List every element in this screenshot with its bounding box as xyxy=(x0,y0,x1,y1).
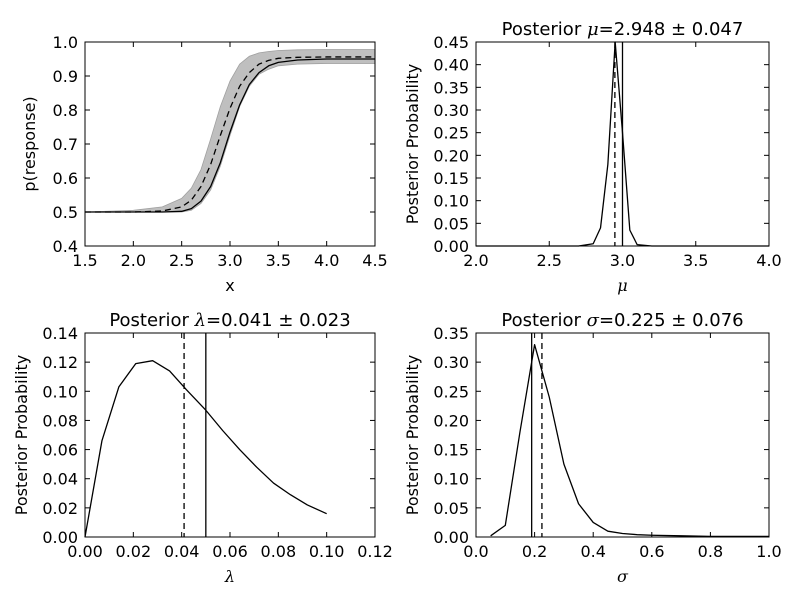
lambda-x-tick-label: 0.04 xyxy=(164,542,200,561)
response-y-tick-label: 0.7 xyxy=(53,135,78,154)
response-x-tick-label: 4.5 xyxy=(362,251,387,270)
response-y-axis-label: p(response) xyxy=(20,96,39,191)
response-axes-frame xyxy=(84,41,376,247)
response-x-tick-label: 3.0 xyxy=(217,251,242,270)
mu-y-tick-label: 0.00 xyxy=(433,237,469,256)
sigma-x-tick-label: 0.2 xyxy=(522,542,547,561)
lambda-y-tick-label: 0.06 xyxy=(42,441,78,460)
lambda-x-tick-label: 0.08 xyxy=(261,542,297,561)
response-y-tick-label: 0.8 xyxy=(53,101,78,120)
lambda-x-axis-label: λ xyxy=(224,567,235,586)
sigma-x-tick-label: 0.8 xyxy=(698,542,723,561)
sigma-y-tick-label: 0.15 xyxy=(433,441,469,460)
title-symbol: λ xyxy=(194,310,206,331)
lambda-y-tick-label: 0.04 xyxy=(42,470,78,489)
response-series-solid-line xyxy=(85,58,375,213)
mu-y-tick-label: 0.40 xyxy=(433,56,469,75)
sigma-x-tick-label: 1.0 xyxy=(756,542,781,561)
title-value: =2.948 ± 0.047 xyxy=(599,19,744,40)
title-symbol: σ xyxy=(587,310,600,331)
panel-response-curve: 1.5 2.0 2.5 3.0 3.5 4.0 4.5 0.4 0.5 0.6 0.7 0.8 0.9 1… xyxy=(20,33,388,295)
sigma-y-axis-label: Posterior Probability xyxy=(403,355,422,515)
sigma-x-tick-label: 0.6 xyxy=(639,542,664,561)
mu-x-tick-label: 2.5 xyxy=(537,251,562,270)
response-x-tick-label: 4.0 xyxy=(314,251,339,270)
sigma-y-tick-label: 0.30 xyxy=(433,353,469,372)
mu-y-tick-label: 0.15 xyxy=(433,169,469,188)
sigma-axes-frame xyxy=(475,332,770,538)
title-prefix: Posterior xyxy=(502,19,587,40)
response-x-tick-label: 1.5 xyxy=(72,251,97,270)
mu-y-tick-label: 0.30 xyxy=(433,101,469,120)
lambda-chart-title: Posterior λ=0.041 ± 0.023 xyxy=(109,310,350,331)
sigma-y-tick-label: 0.05 xyxy=(433,499,469,518)
sigma-y-tick-label: 0.20 xyxy=(433,411,469,430)
mu-chart-title: Posterior μ=2.948 ± 0.047 xyxy=(502,19,744,40)
mu-y-tick-label: 0.25 xyxy=(433,124,469,143)
sigma-y-tick-label: 0.35 xyxy=(433,324,469,343)
title-prefix: Posterior xyxy=(501,310,586,331)
mu-y-tick-label: 0.45 xyxy=(433,33,469,52)
sigma-y-tick-label: 0.25 xyxy=(433,382,469,401)
response-y-tick-label: 0.4 xyxy=(53,237,78,256)
response-x-axis-label: x xyxy=(225,276,234,295)
sigma-series-solid-line xyxy=(490,344,769,538)
lambda-x-tick-label: 0.06 xyxy=(212,542,248,561)
response-x-tick-label: 3.5 xyxy=(266,251,291,270)
mu-x-tick-label: 4.0 xyxy=(756,251,781,270)
mu-y-tick-label: 0.05 xyxy=(433,214,469,233)
mu-x-tick-label: 3.0 xyxy=(610,251,635,270)
sigma-y-tick-label: 0.10 xyxy=(433,470,469,489)
mu-x-tick-label: 2.0 xyxy=(463,251,488,270)
response-y-tick-label: 1.0 xyxy=(53,33,78,52)
panel-posterior-sigma: 0.0 0.2 0.4 0.6 0.8 1.0 0.00 0.05 0.10 0.15 0.20 0.… xyxy=(403,310,782,586)
lambda-y-tick-label: 0.08 xyxy=(42,411,78,430)
lambda-y-tick-label: 0.14 xyxy=(42,324,78,343)
sigma-x-tick-label: 0.0 xyxy=(463,542,488,561)
lambda-y-tick-label: 0.00 xyxy=(42,528,78,547)
lambda-y-tick-label: 0.02 xyxy=(42,499,78,518)
response-series-dashed-line xyxy=(85,56,375,213)
sigma-chart-title: Posterior σ=0.225 ± 0.076 xyxy=(501,310,743,331)
panel-posterior-mu: 2.0 2.5 3.0 3.5 4.0 0.00 0.05 0.10 0.15 0.20 0.25 0… xyxy=(403,19,782,295)
lambda-x-tick-label: 0.10 xyxy=(309,542,345,561)
lambda-axes-frame xyxy=(84,332,376,538)
response-x-tick-label: 2.5 xyxy=(169,251,194,270)
mu-y-tick-label: 0.20 xyxy=(433,146,469,165)
lambda-x-tick-label: 0.02 xyxy=(116,542,152,561)
lambda-y-tick-label: 0.10 xyxy=(42,382,78,401)
mu-x-axis-label: μ xyxy=(617,276,627,295)
lambda-x-tick-label: 0.00 xyxy=(67,542,103,561)
lambda-y-axis-label: Posterior Probability xyxy=(12,355,31,515)
response-y-tick-label: 0.6 xyxy=(53,169,78,188)
sigma-x-axis-label: σ xyxy=(617,567,629,586)
lambda-x-tick-label: 0.12 xyxy=(357,542,393,561)
sigma-y-tick-label: 0.00 xyxy=(433,528,469,547)
mu-y-tick-label: 0.35 xyxy=(433,78,469,97)
mu-y-axis-label: Posterior Probability xyxy=(403,64,422,224)
title-symbol: μ xyxy=(587,19,599,40)
response-y-tick-label: 0.9 xyxy=(53,67,78,86)
title-value: =0.041 ± 0.023 xyxy=(206,310,351,331)
mu-y-tick-label: 0.10 xyxy=(433,192,469,211)
response-y-tick-label: 0.5 xyxy=(53,203,78,222)
response-x-tick-label: 2.0 xyxy=(121,251,146,270)
title-value: =0.225 ± 0.076 xyxy=(599,310,744,331)
panel-posterior-lambda: 0.00 0.02 0.04 0.06 0.08 0.10 0.12 0.00 0.02 0.04… xyxy=(12,310,393,586)
title-prefix: Posterior xyxy=(109,310,194,331)
mu-x-tick-label: 3.5 xyxy=(683,251,708,270)
lambda-y-tick-label: 0.12 xyxy=(42,353,78,372)
sigma-x-tick-label: 0.4 xyxy=(580,542,605,561)
